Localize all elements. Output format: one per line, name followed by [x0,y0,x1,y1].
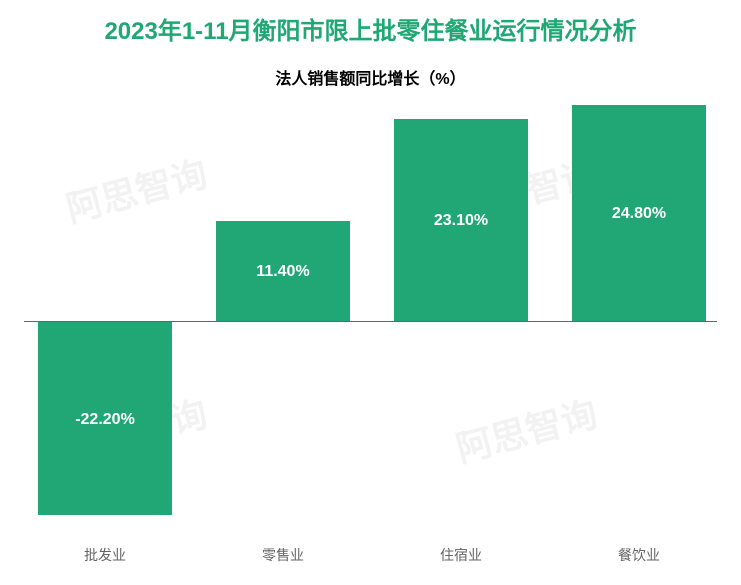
category-2: 住宿业 [394,545,528,565]
chart-container: 2023年1-11月衡阳市限上批零住餐业运行情况分析 法人销售额同比增长（%） … [0,0,741,585]
bar-0: -22.20% [38,322,172,516]
category-3: 餐饮业 [572,545,706,565]
category-1: 零售业 [216,545,350,565]
bar-1-label: 11.40% [216,263,350,281]
bar-3: 24.80% [572,105,706,321]
bar-1: 11.40% [216,221,350,320]
bar-3-label: 24.80% [572,205,706,223]
watermark: 阿思智询 [450,385,603,473]
category-0: 批发业 [38,545,172,565]
chart-title: 2023年1-11月衡阳市限上批零住餐业运行情况分析 [24,18,717,47]
plot-area: 阿思智询 阿思智询 阿思智询 阿思智询 -22.20% 11.40% 23.10… [24,103,717,543]
watermark: 阿思智询 [60,145,213,233]
bar-2: 23.10% [394,119,528,320]
bar-0-label: -22.20% [38,411,172,429]
bar-2-label: 23.10% [394,212,528,230]
chart-subtitle: 法人销售额同比增长（%） [24,65,717,89]
